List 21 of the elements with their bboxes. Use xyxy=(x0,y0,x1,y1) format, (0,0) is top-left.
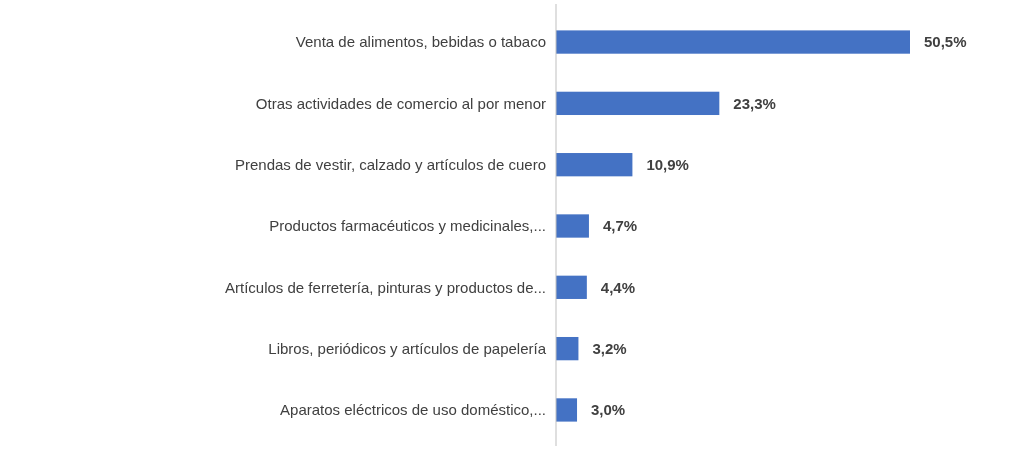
data-label: 3,2% xyxy=(592,339,627,357)
data-label: 4,4% xyxy=(600,278,636,296)
data-label: 3,0% xyxy=(591,401,626,419)
data-label: 4,7% xyxy=(602,217,638,235)
bar xyxy=(556,91,720,116)
bar xyxy=(556,336,579,361)
bar xyxy=(556,275,587,299)
y-tick-label: Artículos de ferretería, pinturas y productos de... xyxy=(225,278,546,296)
bar xyxy=(556,153,633,177)
y-tick-label: Venta de alimentos, bebidas o tabaco xyxy=(295,33,546,51)
data-label: 23,3% xyxy=(733,94,776,112)
y-tick-label: Otras actividades de comercio al por menor xyxy=(255,94,546,112)
y-tick-label: Prendas de vestir, calzado y artículos de cuero xyxy=(234,155,546,173)
y-tick-label: Productos farmacéuticos y medicinales,... xyxy=(269,217,546,235)
bar xyxy=(556,214,589,238)
bar xyxy=(556,398,578,422)
y-tick-label: Aparatos eléctricos de uso doméstico,... xyxy=(280,401,546,419)
data-label: 50,5% xyxy=(924,33,967,51)
bar xyxy=(556,30,910,54)
y-tick-label: Libros, periódicos y artículos de papelería xyxy=(268,339,547,357)
data-label: 10,9% xyxy=(646,155,689,173)
